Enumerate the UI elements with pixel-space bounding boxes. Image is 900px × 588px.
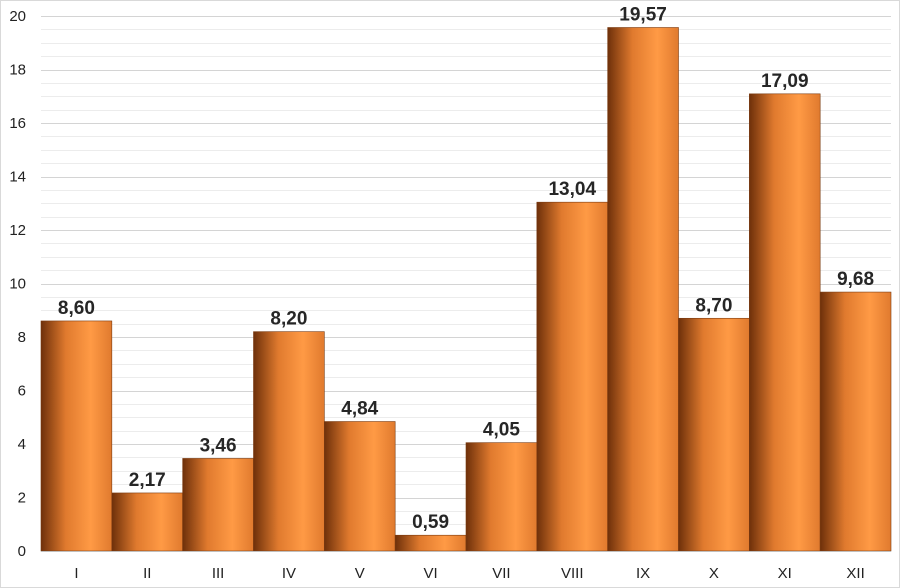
x-tick-label: I <box>74 565 78 582</box>
data-label: 8,60 <box>58 298 95 319</box>
x-tick-label: XI <box>778 565 792 582</box>
y-tick-label: 8 <box>18 329 26 346</box>
x-tick-label: V <box>355 565 365 582</box>
y-tick-label: 16 <box>9 115 26 132</box>
bar <box>465 442 538 552</box>
y-tick-label: 20 <box>9 8 26 25</box>
x-tick-label: VII <box>492 565 510 582</box>
data-label: 9,68 <box>837 269 874 290</box>
bar <box>40 320 113 552</box>
data-label: 8,70 <box>695 295 732 316</box>
bar <box>111 492 183 552</box>
x-tick-label: VIII <box>561 565 584 582</box>
x-tick-label: XII <box>846 565 864 582</box>
y-tick-label: 2 <box>18 490 26 507</box>
x-tick-label: II <box>143 565 151 582</box>
bar <box>678 317 750 552</box>
y-tick-label: 6 <box>18 383 26 400</box>
y-tick-label: 12 <box>9 222 26 239</box>
y-tick-label: 14 <box>9 169 26 186</box>
data-label: 13,04 <box>548 179 596 200</box>
data-label: 4,05 <box>483 420 520 441</box>
y-tick-label: 10 <box>9 276 26 293</box>
data-label: 8,20 <box>270 309 307 330</box>
bars <box>40 27 892 552</box>
y-tick-label: 4 <box>18 436 26 453</box>
x-tick-label: VI <box>423 565 437 582</box>
x-tick-label: IV <box>282 565 296 582</box>
y-tick-label: 18 <box>9 62 26 79</box>
x-tick-label: IX <box>636 565 650 582</box>
bar <box>394 534 467 552</box>
data-label: 17,09 <box>761 71 809 92</box>
y-axis: 0 2 4 6 8 10 12 14 16 18 20 <box>9 8 26 560</box>
bar <box>749 93 821 552</box>
x-tick-label: X <box>709 565 719 582</box>
y-tick-label: 0 <box>18 543 26 560</box>
bar <box>253 331 325 552</box>
data-label: 0,59 <box>412 512 449 533</box>
bar <box>607 27 679 552</box>
x-axis: I II III IV V VI VII VIII IX X XI XII <box>41 551 891 582</box>
bar <box>182 458 254 552</box>
bar <box>536 201 608 552</box>
data-label: 3,46 <box>200 435 237 456</box>
data-label: 19,57 <box>619 5 667 26</box>
x-tick-label: III <box>212 565 225 582</box>
bar <box>324 421 396 552</box>
data-label: 4,84 <box>341 399 378 420</box>
data-labels: 8,60 2,17 3,46 8,20 4,84 0,59 4,05 13,04 19,57 8,… <box>58 5 874 534</box>
bar <box>819 291 892 552</box>
data-label: 2,17 <box>129 470 166 491</box>
